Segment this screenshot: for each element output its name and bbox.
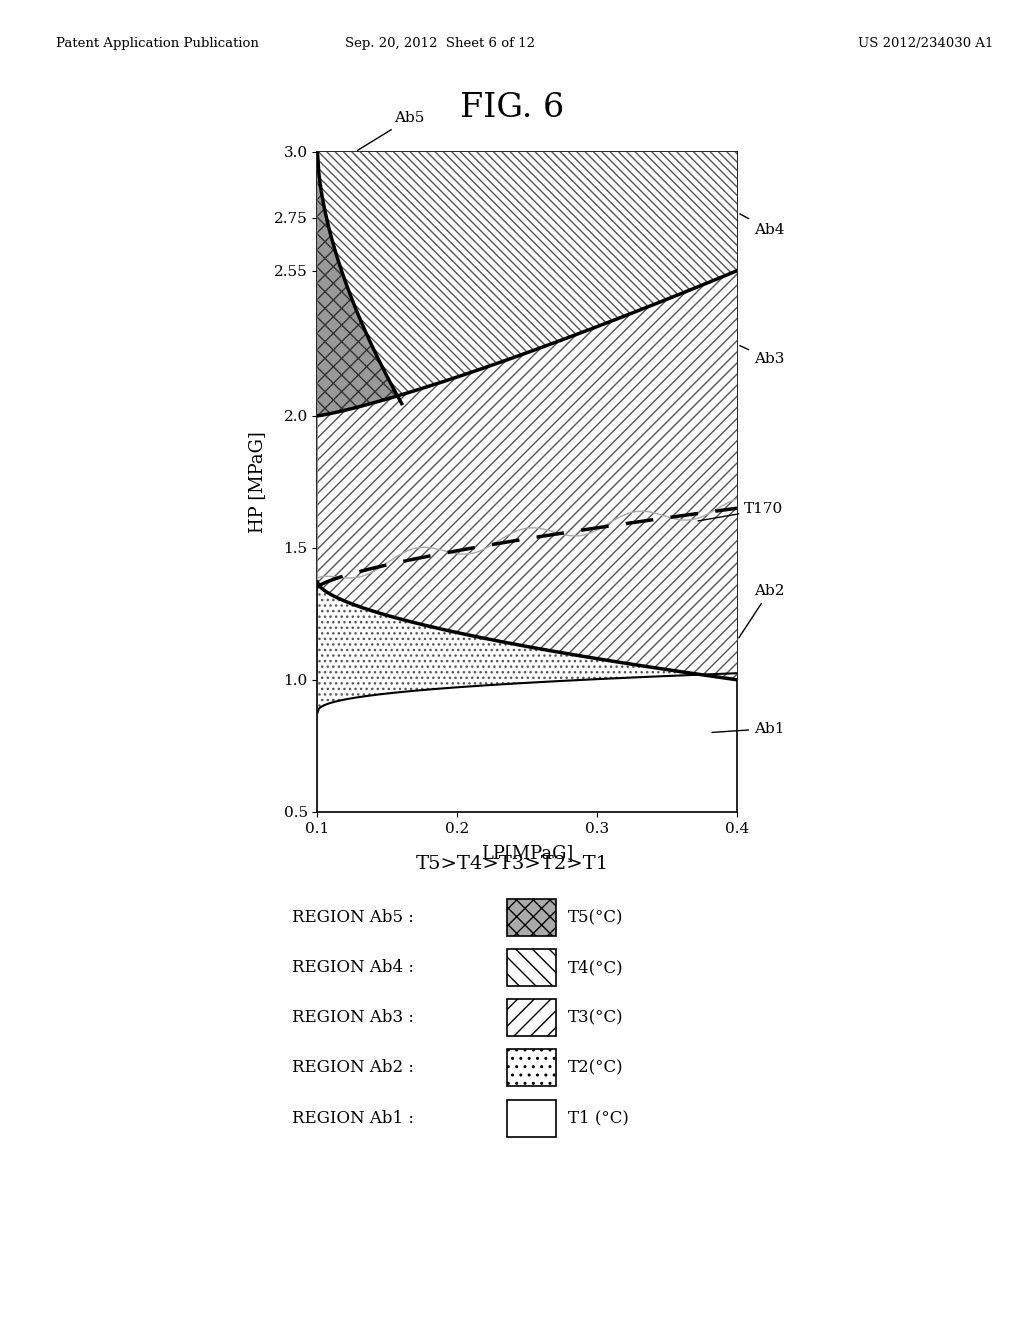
Text: REGION Ab1 :: REGION Ab1 : — [292, 1110, 414, 1126]
Text: T5>T4>T3>T2>T1: T5>T4>T3>T2>T1 — [416, 855, 608, 874]
Text: Ab1: Ab1 — [712, 722, 784, 735]
X-axis label: LP[MPaG]: LP[MPaG] — [481, 843, 573, 862]
Text: Ab3: Ab3 — [739, 346, 784, 366]
Polygon shape — [317, 152, 396, 416]
Text: T3(°C): T3(°C) — [568, 1010, 624, 1026]
Text: Sep. 20, 2012  Sheet 6 of 12: Sep. 20, 2012 Sheet 6 of 12 — [345, 37, 536, 50]
Text: REGION Ab2 :: REGION Ab2 : — [292, 1060, 414, 1076]
Text: REGION Ab5 :: REGION Ab5 : — [292, 909, 414, 925]
Text: US 2012/234030 A1: US 2012/234030 A1 — [858, 37, 993, 50]
Y-axis label: HP [MPaG]: HP [MPaG] — [248, 430, 265, 533]
Text: T4(°C): T4(°C) — [568, 960, 624, 975]
Text: REGION Ab4 :: REGION Ab4 : — [292, 960, 414, 975]
Text: REGION Ab3 :: REGION Ab3 : — [292, 1010, 414, 1026]
Text: Ab5: Ab5 — [357, 111, 425, 150]
Text: Patent Application Publication: Patent Application Publication — [56, 37, 259, 50]
Text: T1 (°C): T1 (°C) — [568, 1110, 629, 1126]
Text: T5(°C): T5(°C) — [568, 909, 624, 925]
Text: Ab2: Ab2 — [738, 585, 784, 638]
Text: T170: T170 — [698, 503, 783, 521]
Text: FIG. 6: FIG. 6 — [460, 92, 564, 124]
Text: T2(°C): T2(°C) — [568, 1060, 624, 1076]
Text: Ab4: Ab4 — [739, 214, 784, 236]
